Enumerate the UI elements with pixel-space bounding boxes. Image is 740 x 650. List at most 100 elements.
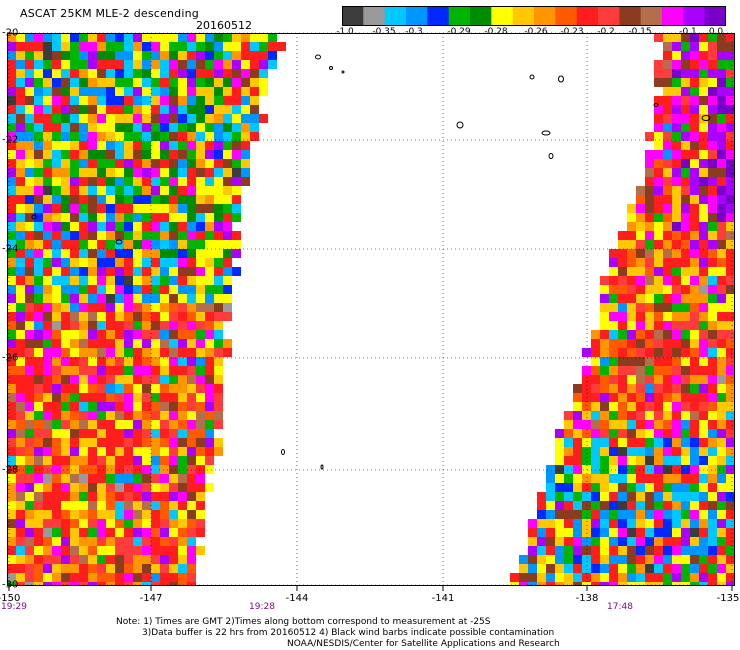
swath-cell (636, 474, 645, 483)
swath-cell (654, 249, 663, 258)
swath-cell (241, 60, 250, 69)
swath-cell (708, 357, 717, 366)
swath-cell (618, 294, 627, 303)
swath-cell (681, 240, 690, 249)
swath-cell (672, 303, 681, 312)
swath-cell (205, 366, 214, 375)
swath-cell (16, 195, 25, 204)
swath-cell (663, 519, 672, 528)
swath-cell (627, 348, 636, 357)
swath-cell (169, 114, 178, 123)
swath-cell (214, 240, 223, 249)
swath-cell (43, 87, 52, 96)
swath-cell (187, 267, 196, 276)
swath-cell (663, 213, 672, 222)
swath-cell (52, 285, 61, 294)
swath-cell (627, 465, 636, 474)
swath-cell (97, 465, 106, 474)
swath-cell (34, 204, 43, 213)
swath-cell (708, 141, 717, 150)
swath-cell (16, 393, 25, 402)
swath-cell (79, 60, 88, 69)
swath-cell (187, 528, 196, 537)
swath-cell (88, 537, 97, 546)
swath-cell (43, 123, 52, 132)
swath-cell (672, 465, 681, 474)
swath-cell (223, 69, 232, 78)
swath-cell (124, 213, 133, 222)
swath-cell (708, 51, 717, 60)
swath-cell (663, 159, 672, 168)
swath-cell (7, 222, 16, 231)
swath-cell (25, 60, 34, 69)
swath-cell (34, 348, 43, 357)
swath-cell (672, 321, 681, 330)
note-line-1: Note: 1) Times are GMT 2)Times along bot… (116, 617, 491, 627)
swath-cell (79, 267, 88, 276)
swath-cell (564, 555, 573, 564)
swath-cell (61, 150, 70, 159)
swath-cell (61, 519, 70, 528)
swath-cell (663, 60, 672, 69)
swath-cell (672, 447, 681, 456)
swath-cell (708, 474, 717, 483)
swath-cell (618, 582, 627, 586)
swath-cell (672, 69, 681, 78)
swath-cell (708, 168, 717, 177)
swath-cell (609, 285, 618, 294)
swath-cell (196, 393, 205, 402)
swath-cell (70, 519, 79, 528)
swath-cell (726, 420, 735, 429)
island-outline (281, 449, 285, 455)
swath-cell (124, 303, 133, 312)
swath-cell (25, 546, 34, 555)
swath-cell (151, 249, 160, 258)
swath-cell (645, 438, 654, 447)
swath-cell (25, 330, 34, 339)
swath-cell (232, 51, 241, 60)
swath-cell (70, 240, 79, 249)
swath-cell (151, 258, 160, 267)
swath-cell (124, 321, 133, 330)
swath-cell (708, 483, 717, 492)
swath-cell (124, 51, 133, 60)
swath-cell (52, 42, 61, 51)
swath-cell (115, 555, 124, 564)
swath-cell (717, 105, 726, 114)
swath-cell (88, 294, 97, 303)
swath-cell (106, 519, 115, 528)
swath-cell (79, 384, 88, 393)
swath-cell (618, 276, 627, 285)
swath-cell (7, 69, 16, 78)
swath-cell (196, 213, 205, 222)
swath-cell (25, 267, 34, 276)
swath-cell (52, 321, 61, 330)
swath-cell (717, 51, 726, 60)
swath-cell (627, 294, 636, 303)
swath-cell (537, 519, 546, 528)
swath-cell (142, 465, 151, 474)
swath-cell (34, 231, 43, 240)
swath-cell (169, 528, 178, 537)
swath-cell (618, 366, 627, 375)
swath-cell (672, 33, 681, 42)
swath-cell (88, 393, 97, 402)
swath-cell (178, 537, 187, 546)
swath-cell (34, 276, 43, 285)
swath-cell (717, 321, 726, 330)
swath-cell (699, 186, 708, 195)
swath-cell (609, 357, 618, 366)
swath-cell (151, 384, 160, 393)
swath-cell (52, 51, 61, 60)
swath-cell (708, 537, 717, 546)
swath-cell (133, 510, 142, 519)
note-line-3: NOAA/NESDIS/Center for Satellite Applica… (287, 639, 560, 649)
swath-cell (223, 60, 232, 69)
swath-cell (43, 402, 52, 411)
swath-cell (672, 402, 681, 411)
swath-cell (88, 330, 97, 339)
swath-cell (573, 537, 582, 546)
swath-cell (663, 294, 672, 303)
swath-cell (151, 123, 160, 132)
swath-cell (654, 141, 663, 150)
